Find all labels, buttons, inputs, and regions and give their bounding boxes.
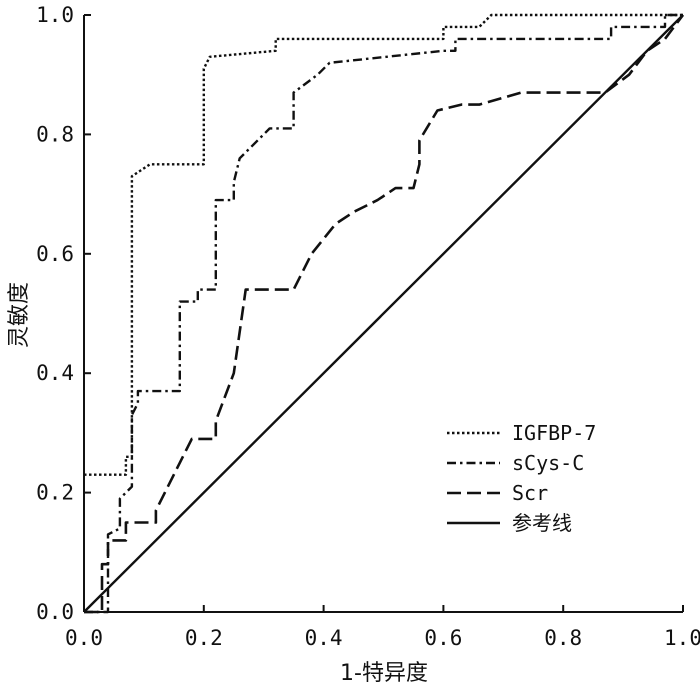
- y-tick-label-5: 1.0: [36, 3, 74, 27]
- legend-label-3: 参考线: [512, 511, 572, 535]
- series-line-1: [84, 13, 683, 614]
- y-tick-label-1: 0.2: [36, 481, 74, 505]
- x-tick-label-3: 0.6: [424, 626, 462, 650]
- y-tick-label-0: 0.0: [36, 600, 74, 624]
- series-line-2: [84, 14, 685, 614]
- axes: 0.0 0.2 0.4 0.6 0.8 1.0 0.0 0.2 0.4 0.6 0.8 1.0: [36, 3, 700, 650]
- y-tick-label-3: 0.6: [36, 242, 74, 266]
- series-line-0: [84, 13, 683, 476]
- x-tick-label-1: 0.2: [185, 626, 223, 650]
- legend: IGFBP-7 sCys-C Scr 参考线: [447, 421, 596, 535]
- y-axis-label: 灵敏度: [7, 282, 32, 348]
- x-tick-label-0: 0.0: [65, 626, 103, 650]
- y-tick-label-2: 0.4: [36, 361, 74, 385]
- plot-area: [83, 13, 685, 614]
- y-tick-label-4: 0.8: [36, 122, 74, 146]
- legend-label-1: sCys-C: [512, 451, 584, 475]
- x-tick-label-2: 0.4: [305, 626, 343, 650]
- x-axis-label: 1-特异度: [340, 661, 428, 686]
- legend-label-0: IGFBP-7: [512, 421, 596, 445]
- x-tick-label-4: 0.8: [544, 626, 582, 650]
- legend-label-2: Scr: [512, 481, 548, 505]
- series-line-3: [83, 14, 684, 613]
- x-tick-label-5: 1.0: [664, 626, 700, 650]
